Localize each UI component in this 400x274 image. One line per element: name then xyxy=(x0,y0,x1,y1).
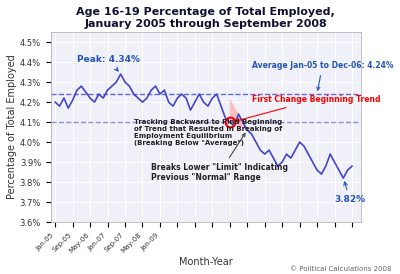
Text: Peak: 4.34%: Peak: 4.34% xyxy=(77,55,140,71)
Text: © Political Calculations 2008: © Political Calculations 2008 xyxy=(290,266,392,272)
Text: First Change Beginning Trend: First Change Beginning Trend xyxy=(236,95,380,122)
Y-axis label: Percentage of Total Employed: Percentage of Total Employed xyxy=(7,55,17,199)
Text: 3.82%: 3.82% xyxy=(334,182,366,204)
Text: Breaks Lower "Limit" Indicating
Previous "Normal" Range: Breaks Lower "Limit" Indicating Previous… xyxy=(151,133,288,182)
Title: Age 16-19 Percentage of Total Employed,
January 2005 through September 2008: Age 16-19 Percentage of Total Employed, … xyxy=(76,7,335,28)
X-axis label: Month-Year: Month-Year xyxy=(179,257,233,267)
Text: Average Jan-05 to Dec-06: 4.24%: Average Jan-05 to Dec-06: 4.24% xyxy=(252,61,393,90)
Text: Tracking Backward to Find Beginning
of Trend that Resulted in Breaking of
Employ: Tracking Backward to Find Beginning of T… xyxy=(134,119,282,145)
Polygon shape xyxy=(230,98,247,130)
